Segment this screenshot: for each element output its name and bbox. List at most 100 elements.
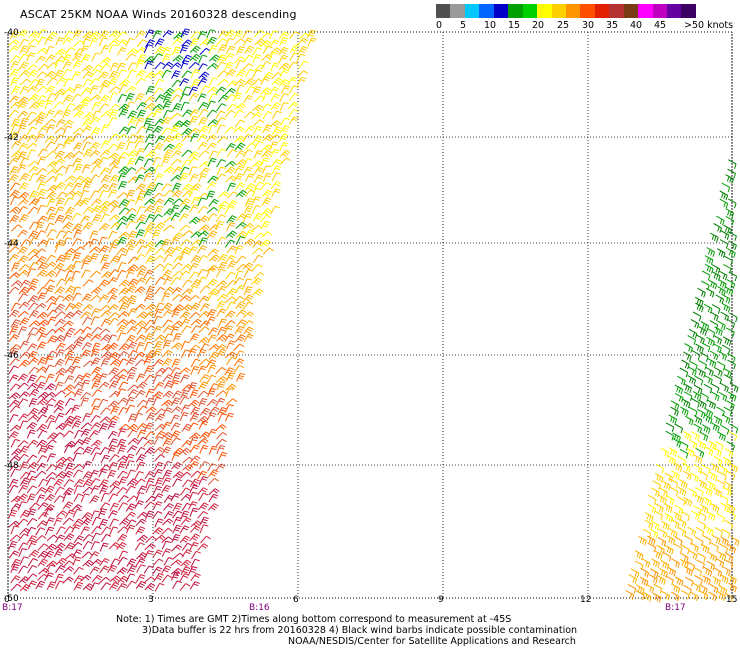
wind-barb	[126, 366, 138, 375]
wind-barb	[179, 224, 191, 232]
wind-barb	[99, 558, 110, 567]
wind-barb	[27, 374, 37, 384]
wind-barb	[99, 94, 110, 103]
wind-barb	[9, 534, 21, 542]
wind-barb	[679, 448, 689, 459]
wind-barb	[215, 214, 226, 223]
wind-barb	[62, 230, 73, 239]
wind-barb	[162, 469, 173, 479]
wind-barb	[63, 487, 74, 496]
wind-barb	[665, 422, 675, 432]
wind-barb	[171, 46, 181, 56]
wind-barb	[9, 414, 19, 423]
wind-barb	[100, 492, 110, 502]
wind-barb	[721, 344, 731, 355]
wind-barb	[10, 563, 20, 573]
wind-barb	[207, 428, 217, 438]
wind-barb	[62, 493, 71, 503]
wind-barb	[19, 420, 28, 430]
wind-barb	[125, 207, 137, 216]
wind-barb	[271, 158, 282, 167]
wind-barb	[17, 246, 28, 255]
wind-barb	[289, 44, 300, 54]
wind-barb	[154, 334, 166, 342]
wind-barb	[28, 388, 40, 397]
wind-barb	[82, 71, 94, 79]
wind-barb	[116, 269, 127, 279]
wind-barb	[243, 286, 253, 296]
wind-barb	[63, 253, 72, 263]
wind-barb	[28, 165, 40, 174]
wind-barb	[27, 414, 39, 422]
wind-barb	[278, 54, 289, 64]
wind-barb	[190, 69, 201, 78]
wind-barb	[108, 70, 119, 80]
wind-barb	[37, 319, 50, 327]
wind-barb	[117, 332, 127, 342]
wind-barb	[189, 455, 201, 463]
wind-barb	[26, 111, 37, 120]
wind-barb	[659, 568, 668, 578]
wind-barb	[713, 415, 723, 426]
wind-barb	[671, 558, 680, 568]
wind-barb	[44, 508, 54, 517]
wind-barb	[27, 295, 39, 303]
wind-barb	[225, 175, 237, 183]
wind-barb	[162, 319, 173, 328]
wind-barb	[99, 200, 111, 209]
wind-barb	[707, 399, 716, 410]
wind-barb	[716, 360, 726, 371]
wind-barb	[62, 320, 74, 328]
wind-barb	[116, 567, 128, 575]
wind-barb	[691, 350, 701, 360]
wind-barb	[683, 584, 692, 595]
wind-barb	[144, 204, 155, 213]
wind-barb	[118, 287, 130, 295]
wind-barb	[728, 582, 737, 593]
wind-barb	[35, 55, 47, 64]
wind-barb	[163, 254, 174, 263]
wind-barb	[161, 527, 173, 535]
wind-barb	[206, 359, 217, 368]
wind-barb	[154, 454, 166, 462]
wind-barb	[127, 413, 137, 423]
wind-barb	[224, 166, 236, 174]
wind-barb	[99, 416, 111, 424]
wind-barb	[198, 71, 210, 79]
wind-barb	[135, 117, 145, 127]
wind-barb	[17, 311, 29, 318]
wind-barb	[45, 564, 56, 573]
wind-barb	[18, 214, 29, 223]
wind-barb	[719, 494, 729, 505]
wind-barb	[135, 334, 146, 343]
wind-barb	[206, 316, 216, 326]
wind-barb	[29, 101, 40, 110]
wind-barb	[19, 461, 29, 471]
wind-barb	[161, 477, 172, 486]
wind-barb	[688, 366, 697, 377]
wind-barb	[134, 412, 144, 422]
wind-barb	[19, 117, 29, 127]
wind-barb	[235, 309, 247, 318]
wind-barb	[271, 188, 281, 198]
wind-barb	[44, 364, 55, 374]
wind-barb	[108, 462, 118, 471]
wind-barb	[100, 526, 112, 535]
wind-barb	[54, 303, 66, 312]
wind-barb	[136, 429, 147, 439]
wind-barb	[18, 53, 30, 62]
wind-barb	[144, 446, 156, 455]
wind-barb	[189, 344, 201, 352]
wind-barb	[729, 312, 738, 323]
wind-barb	[297, 76, 307, 86]
wind-barb	[242, 223, 255, 230]
wind-barb	[108, 117, 118, 126]
wind-barb	[706, 247, 715, 257]
wind-barb	[144, 71, 156, 79]
wind-barb	[9, 405, 21, 413]
wind-barb	[82, 149, 93, 158]
wind-barb	[713, 343, 722, 353]
wind-barb	[135, 265, 147, 272]
wind-barb	[720, 502, 729, 513]
wind-barb	[628, 574, 638, 584]
